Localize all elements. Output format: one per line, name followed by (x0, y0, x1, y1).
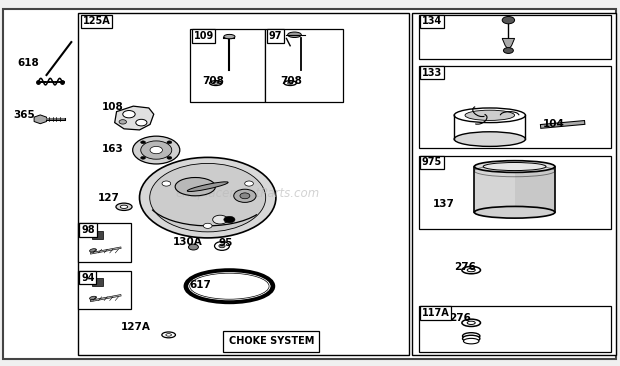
Circle shape (133, 136, 180, 164)
Text: 708: 708 (203, 76, 224, 86)
Ellipse shape (465, 110, 515, 120)
Text: 108: 108 (102, 102, 124, 112)
Ellipse shape (189, 273, 270, 299)
Circle shape (234, 189, 256, 202)
Text: 130A: 130A (172, 237, 202, 247)
Ellipse shape (462, 319, 480, 326)
Bar (418, 15, 611, 59)
Text: 137: 137 (433, 199, 454, 209)
Circle shape (503, 48, 513, 53)
Ellipse shape (89, 296, 97, 300)
Bar (92, 278, 103, 286)
Ellipse shape (162, 332, 175, 338)
Circle shape (150, 163, 266, 232)
Bar (265, 29, 343, 102)
Text: 127: 127 (98, 193, 120, 203)
Ellipse shape (463, 338, 479, 344)
Ellipse shape (462, 266, 480, 274)
Text: 618: 618 (17, 58, 39, 68)
Circle shape (162, 181, 170, 186)
Ellipse shape (175, 178, 216, 196)
Polygon shape (34, 115, 46, 124)
Ellipse shape (467, 321, 475, 325)
Ellipse shape (166, 334, 171, 336)
Circle shape (136, 119, 147, 126)
Ellipse shape (463, 333, 480, 339)
Text: 98: 98 (81, 225, 95, 235)
Text: CHOKE SYSTEM: CHOKE SYSTEM (229, 336, 314, 347)
Text: 125A: 125A (82, 16, 110, 26)
Ellipse shape (187, 182, 228, 191)
Text: 94: 94 (81, 273, 95, 283)
Ellipse shape (116, 203, 132, 210)
Bar (78, 13, 409, 355)
Circle shape (224, 216, 235, 223)
Text: 276: 276 (450, 313, 471, 323)
Text: 95: 95 (218, 238, 232, 248)
Ellipse shape (213, 82, 218, 84)
Circle shape (213, 215, 228, 224)
Circle shape (215, 242, 229, 250)
Ellipse shape (474, 206, 555, 218)
Ellipse shape (454, 132, 526, 146)
Circle shape (245, 181, 254, 186)
Circle shape (119, 120, 126, 124)
Text: 365: 365 (14, 110, 35, 120)
Bar (92, 231, 103, 239)
Bar (78, 271, 131, 309)
Text: 127A: 127A (121, 322, 151, 332)
Circle shape (502, 16, 515, 24)
Text: 975: 975 (422, 157, 442, 167)
Ellipse shape (474, 161, 555, 172)
Ellipse shape (467, 268, 475, 272)
Text: 163: 163 (102, 145, 124, 154)
Ellipse shape (288, 32, 301, 37)
Bar (418, 306, 611, 352)
Bar (78, 223, 131, 262)
Text: 276: 276 (454, 262, 476, 272)
Circle shape (203, 223, 212, 228)
Circle shape (188, 244, 198, 250)
Text: 708: 708 (280, 76, 302, 86)
Bar (418, 66, 611, 148)
Polygon shape (115, 106, 154, 130)
Text: 617: 617 (189, 280, 211, 290)
Text: 134: 134 (422, 16, 442, 26)
Ellipse shape (483, 163, 546, 171)
Ellipse shape (89, 249, 97, 252)
Ellipse shape (210, 81, 222, 86)
Text: 133: 133 (422, 68, 442, 78)
Ellipse shape (224, 34, 235, 39)
Text: 109: 109 (193, 31, 214, 41)
Text: eReplacementParts.com: eReplacementParts.com (176, 187, 320, 201)
Text: 104: 104 (542, 119, 564, 129)
Ellipse shape (120, 205, 128, 208)
Bar (412, 13, 616, 355)
Circle shape (141, 141, 172, 159)
Polygon shape (502, 38, 515, 49)
Text: 97: 97 (268, 31, 282, 41)
Circle shape (167, 156, 172, 159)
Text: 117A: 117A (422, 308, 450, 318)
Circle shape (240, 193, 250, 199)
Bar (418, 156, 611, 229)
Polygon shape (474, 167, 515, 212)
Circle shape (141, 156, 146, 159)
Bar (223, 331, 319, 352)
Circle shape (123, 111, 135, 118)
Ellipse shape (463, 335, 480, 342)
Ellipse shape (288, 82, 293, 84)
Polygon shape (515, 167, 555, 212)
Ellipse shape (284, 81, 296, 86)
Circle shape (219, 244, 225, 248)
Bar (190, 29, 265, 102)
Circle shape (141, 141, 146, 144)
Circle shape (150, 146, 162, 154)
Circle shape (140, 157, 276, 238)
Circle shape (167, 141, 172, 144)
